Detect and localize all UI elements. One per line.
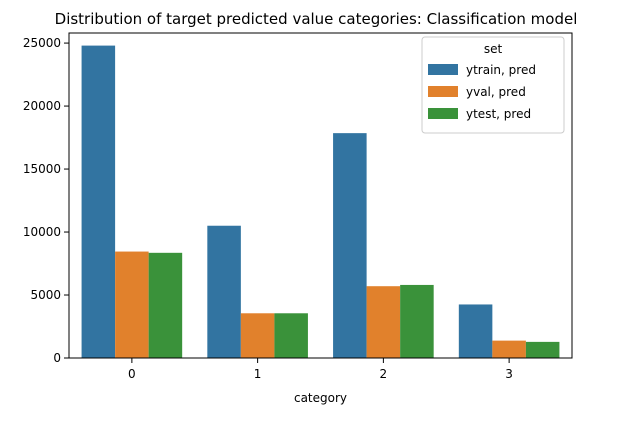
bar: [81, 45, 116, 359]
bar: [492, 340, 526, 358]
x-axis-label: category: [294, 391, 347, 405]
legend-entry: ytest, pred: [466, 107, 531, 121]
legend-entry: yval, pred: [466, 85, 526, 99]
legend-swatch: [428, 108, 458, 119]
legend-swatch: [428, 86, 458, 97]
x-tick-label: 2: [380, 367, 388, 381]
y-tick-label: 5000: [30, 288, 61, 302]
x-tick-label: 3: [505, 367, 513, 381]
legend: set ytrain, pred yval, pred ytest, pred: [421, 36, 565, 134]
y-axis: 0 5000 10000 15000 20000 25000: [23, 36, 69, 365]
bar: [115, 251, 149, 358]
legend-title: set: [484, 42, 503, 56]
bar: [333, 133, 367, 358]
y-tick-label: 0: [53, 351, 61, 365]
x-tick-label: 0: [128, 367, 136, 381]
y-tick-label: 20000: [23, 99, 61, 113]
legend-swatch: [428, 64, 458, 75]
bar: [458, 304, 493, 358]
bar: [148, 252, 183, 358]
chart-title: Distribution of target predicted value c…: [55, 10, 578, 28]
x-tick-label: 1: [254, 367, 262, 381]
x-axis: 0 1 2 3: [128, 358, 513, 381]
plot-frame: [68, 32, 573, 359]
y-tick-label: 25000: [23, 36, 61, 50]
bar: [240, 313, 275, 358]
bar: [274, 313, 308, 358]
y-tick-label: 15000: [23, 162, 61, 176]
bar: [366, 286, 401, 358]
y-tick-label: 10000: [23, 225, 61, 239]
bars-group: [81, 45, 560, 359]
legend-entry: ytrain, pred: [466, 63, 536, 77]
bar: [400, 284, 434, 358]
bar: [525, 341, 560, 358]
bar: [207, 225, 241, 358]
